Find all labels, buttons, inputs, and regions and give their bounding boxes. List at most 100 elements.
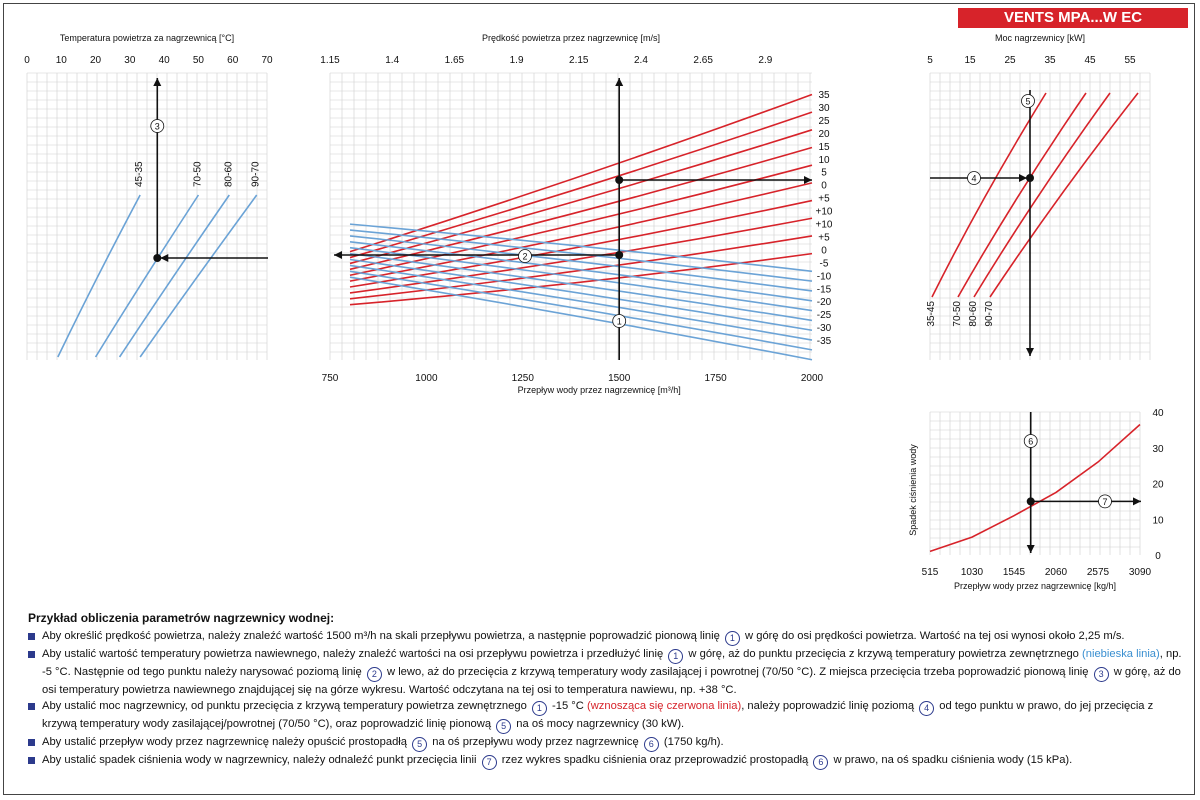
c2-right-label: 15 — [818, 142, 830, 153]
c3-arrow-right-head — [1019, 174, 1027, 182]
note-text: na oś mocy nagrzewnicy (30 kW). — [516, 718, 685, 730]
c2-axis-title-bottom: Przepływ wody przez nagrzewnicę [m³/h] — [518, 385, 681, 395]
note-text: -15 °C — [552, 700, 584, 712]
c2-blue-series-line — [349, 276, 813, 361]
c4-x-tick-label: 1545 — [1003, 567, 1026, 578]
c3-series-label: 90-70 — [984, 301, 995, 327]
c2-bottom-tick-label: 1500 — [608, 373, 631, 384]
notes-title: Przykład obliczenia parametrów nagrzewni… — [28, 611, 335, 625]
c1-series-label: 80-60 — [223, 161, 234, 187]
marker-4-icon: 4 — [919, 701, 935, 716]
c1-tick-label: 0 — [24, 55, 30, 66]
note-3: Aby ustalić moc nagrzewnicy, od punktu p… — [28, 698, 1188, 734]
c2-right-label: 10 — [818, 155, 830, 166]
note-1: Aby określić prędkość powietrza, należy … — [28, 628, 1188, 646]
c4-arrow-right-head — [1133, 497, 1141, 506]
marker-2-icon: 2 — [366, 667, 382, 682]
c2-arrow-right-head — [804, 176, 812, 184]
c3-tick-label: 35 — [1044, 55, 1056, 66]
c2-bottom-tick-label: 750 — [322, 373, 339, 384]
c2-right-label: 30 — [818, 103, 830, 114]
note-text: w górę, aż do osi temperatury powietrza … — [42, 666, 1181, 696]
c2-top-tick-label: 1.15 — [320, 55, 340, 66]
c4-x-tick-label: 515 — [922, 567, 939, 578]
c2-right-label: +10 — [816, 207, 833, 218]
c1-tick-label: 10 — [56, 55, 68, 66]
c2-arrow-left-head — [334, 251, 342, 259]
c2-top-tick-label: 2.9 — [758, 55, 772, 66]
c2-red-series-line — [349, 129, 813, 265]
c2-blue-series-line — [349, 229, 813, 282]
c1-tick-label: 20 — [90, 55, 102, 66]
nomogram: Temperatura powietrza za nagrzewnicą [°C… — [24, 33, 1164, 591]
note-text: rzez wykres spadku ciśnienia oraz przepr… — [501, 754, 809, 766]
c4-intersection-point — [1026, 497, 1035, 506]
c2-right-label: -35 — [817, 336, 832, 347]
note-text: w lewo, aż do przecięcia z krzywą temper… — [387, 666, 1089, 678]
c3-marker-5 — [1021, 94, 1035, 108]
marker-1-icon: 1 — [531, 701, 547, 716]
c2-bottom-tick-label: 1250 — [512, 373, 535, 384]
c4-axis-title-bottom: Przepływ wody przez nagrzewnicę [kg/h] — [954, 581, 1116, 591]
note-text: na oś przepływu wody przez nagrzewnicę — [432, 736, 639, 748]
c1-series-line — [57, 194, 141, 358]
note-highlight-red: (wznosząca się czerwona linia) — [586, 700, 742, 712]
c1-marker-3-label: 3 — [155, 122, 160, 132]
c3-tick-label: 5 — [927, 55, 933, 66]
marker-6-icon: 6 — [643, 737, 659, 752]
c1-series-line — [94, 194, 200, 358]
c3-series-line — [931, 92, 1047, 298]
note-text: Aby ustalić wartość temperatury powietrz… — [42, 648, 664, 660]
c2-blue-series-line — [349, 235, 813, 292]
c2-right-label: 25 — [818, 116, 830, 127]
c2-blue-series-line — [349, 258, 813, 332]
c1-tick-label: 50 — [193, 55, 205, 66]
c4-x-tick-label: 2575 — [1087, 567, 1110, 578]
marker-7-icon: 7 — [481, 755, 497, 770]
c4-marker-6-label: 6 — [1028, 437, 1033, 447]
c2-marker-1-label: 1 — [617, 317, 622, 327]
note-text: (1750 kg/h). — [663, 736, 724, 748]
c2-blue-series-line — [349, 270, 813, 351]
c4-y-tick-label: 40 — [1152, 408, 1164, 419]
c2-red-series-line — [349, 252, 813, 306]
c2-top-tick-label: 1.9 — [510, 55, 524, 66]
c4-marker-7 — [1098, 494, 1112, 509]
c4-x-tick-label: 2060 — [1045, 567, 1068, 578]
c4-y-tick-label: 10 — [1152, 515, 1164, 526]
c1-series-label: 45-35 — [134, 161, 145, 187]
c2-marker-1 — [612, 314, 627, 328]
c3-marker-5-label: 5 — [1025, 97, 1030, 107]
note-text: , należy poprowadzić linię poziomą — [741, 700, 915, 712]
c2-bottom-tick-label: 1000 — [415, 373, 438, 384]
c1-series-label: 70-50 — [192, 161, 203, 187]
c3-series-label: 70-50 — [952, 301, 963, 327]
c3-series-line — [989, 92, 1139, 298]
c1-tick-label: 70 — [261, 55, 273, 66]
c4-y-tick-label: 20 — [1152, 480, 1164, 491]
c2-bottom-tick-label: 2000 — [801, 373, 824, 384]
c3-marker-4-label: 4 — [971, 174, 976, 184]
c2-arrow-up-head — [615, 78, 624, 86]
page-frame — [3, 3, 1195, 795]
c3-intersection-point — [1026, 174, 1034, 182]
note-text: Aby ustalić moc nagrzewnicy, od punktu p… — [42, 700, 527, 712]
c3-series-label: 35-45 — [926, 301, 937, 327]
marker-1-icon: 1 — [724, 631, 740, 646]
marker-1-icon: 1 — [668, 649, 684, 664]
c2-right-label: -5 — [820, 258, 829, 269]
c2-right-label: 5 — [821, 168, 827, 179]
c2-right-label: 35 — [818, 90, 830, 101]
c1-tick-label: 30 — [124, 55, 136, 66]
c1-tick-label: 60 — [227, 55, 239, 66]
c2-right-label: +5 — [818, 232, 830, 243]
c2-red-series-line — [349, 182, 813, 282]
c2-intersection-upper — [615, 176, 624, 184]
c1-axis-title: Temperatura powietrza za nagrzewnicą [°C… — [60, 33, 234, 43]
marker-5-icon: 5 — [496, 719, 512, 734]
note-text: , np. -5 °C. Następnie od tego punktu na… — [42, 648, 1182, 678]
c2-top-tick-label: 1.4 — [385, 55, 399, 66]
c2-blue-series-line — [349, 252, 813, 322]
c3-series-line — [957, 92, 1087, 298]
c3-tick-label: 25 — [1004, 55, 1016, 66]
